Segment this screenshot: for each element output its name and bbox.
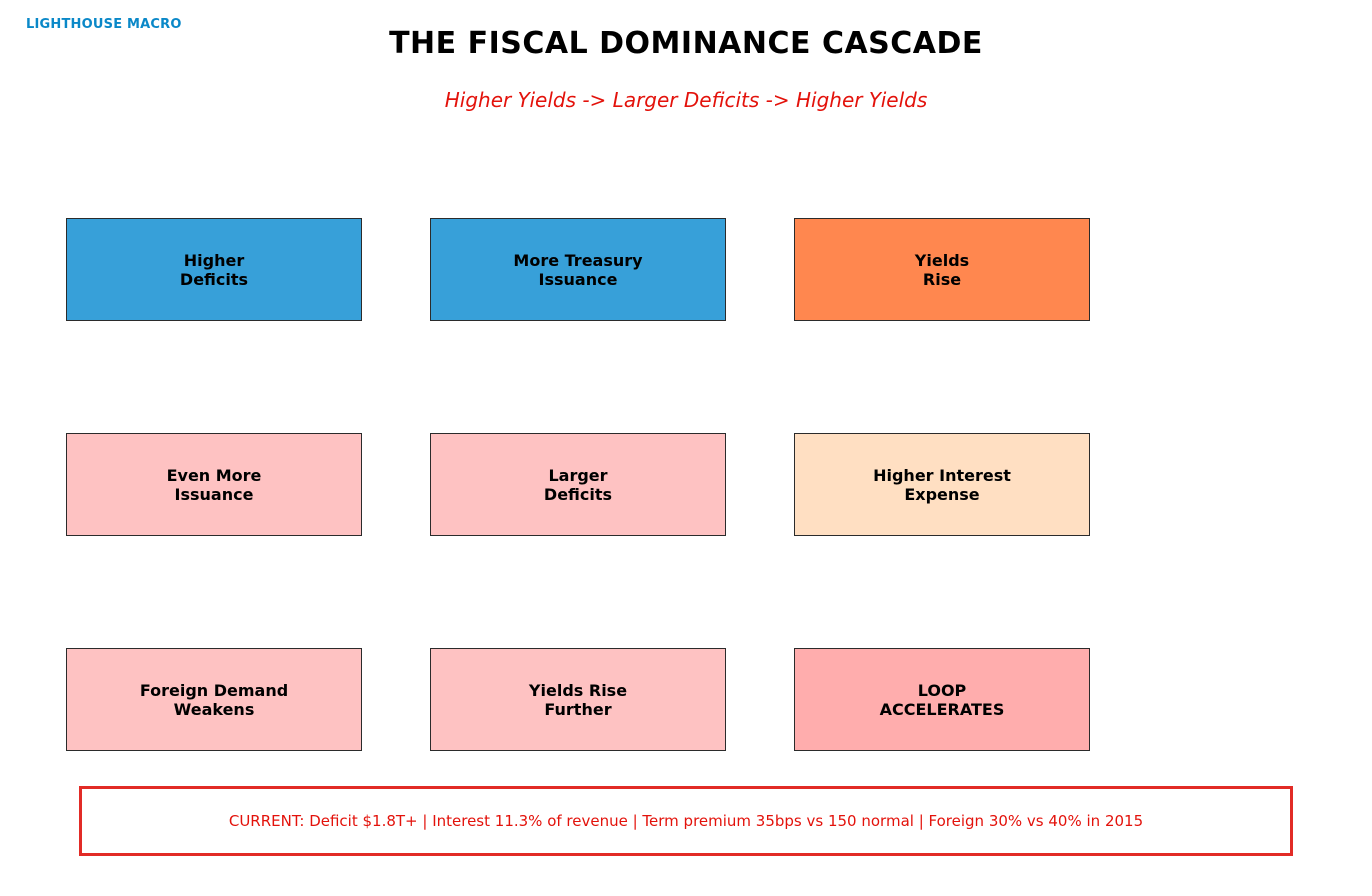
node-yields-rise: Yields Rise	[794, 218, 1090, 321]
brand-label: LIGHTHOUSE MACRO	[26, 17, 182, 32]
node-loop-accelerates: LOOP ACCELERATES	[794, 648, 1090, 751]
node-higher-interest-expense: Higher Interest Expense	[794, 433, 1090, 536]
diagram-subtitle: Higher Yields -> Larger Deficits -> High…	[444, 88, 928, 112]
node-foreign-demand-weakens: Foreign Demand Weakens	[66, 648, 362, 751]
node-more-treasury-issuance: More Treasury Issuance	[430, 218, 726, 321]
node-yields-rise-further: Yields Rise Further	[430, 648, 726, 751]
current-status-text: CURRENT: Deficit $1.8T+ | Interest 11.3%…	[228, 812, 1144, 830]
node-higher-deficits: Higher Deficits	[66, 218, 362, 321]
diagram-title: THE FISCAL DOMINANCE CASCADE	[389, 26, 983, 61]
current-status-box: CURRENT: Deficit $1.8T+ | Interest 11.3%…	[79, 786, 1293, 856]
node-even-more-issuance: Even More Issuance	[66, 433, 362, 536]
node-larger-deficits: Larger Deficits	[430, 433, 726, 536]
